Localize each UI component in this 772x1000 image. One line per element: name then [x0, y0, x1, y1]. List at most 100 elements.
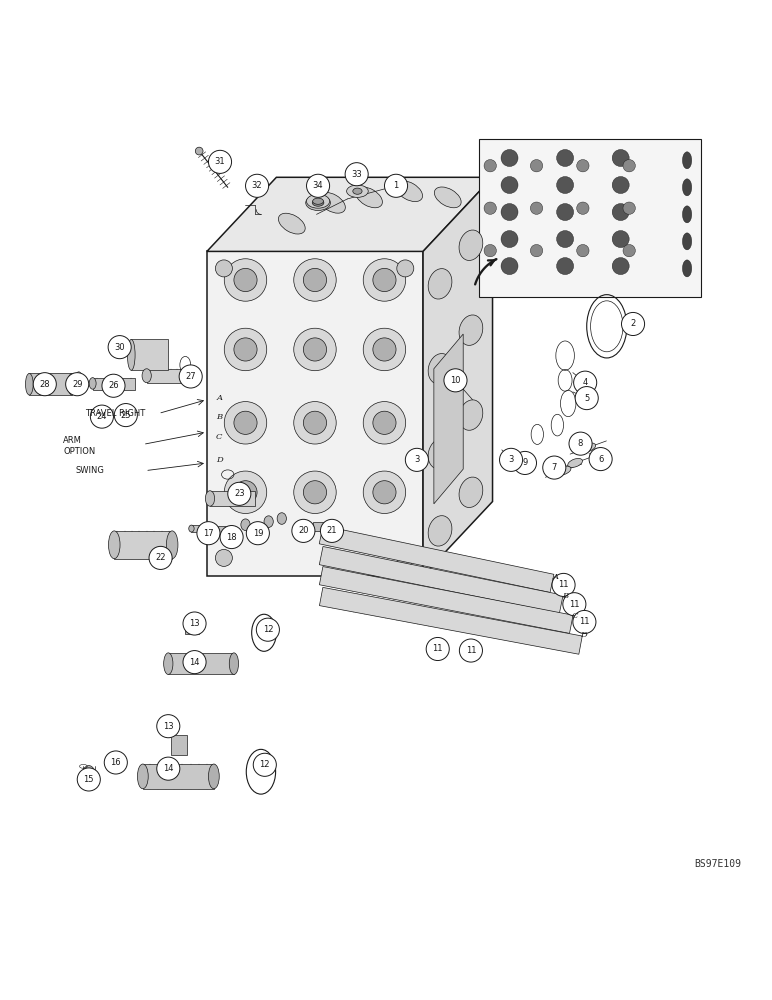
Ellipse shape — [215, 549, 232, 566]
Ellipse shape — [303, 481, 327, 504]
Ellipse shape — [363, 328, 406, 371]
Circle shape — [623, 202, 635, 214]
Ellipse shape — [581, 443, 596, 452]
Text: 27: 27 — [185, 372, 196, 381]
Ellipse shape — [224, 471, 267, 514]
Circle shape — [345, 163, 368, 186]
Circle shape — [104, 751, 127, 774]
Circle shape — [114, 404, 137, 427]
Text: 33: 33 — [351, 170, 362, 179]
Circle shape — [621, 312, 645, 336]
Text: 30: 30 — [114, 343, 125, 352]
Circle shape — [306, 174, 330, 197]
Circle shape — [557, 177, 574, 194]
Bar — [147, 369, 195, 383]
Circle shape — [246, 522, 269, 545]
Circle shape — [501, 150, 518, 166]
Ellipse shape — [224, 328, 267, 371]
Circle shape — [513, 451, 537, 474]
Ellipse shape — [293, 471, 336, 514]
Ellipse shape — [68, 373, 76, 395]
Circle shape — [501, 258, 518, 275]
Text: 14: 14 — [189, 658, 200, 667]
Text: 26: 26 — [108, 381, 119, 390]
Text: 21: 21 — [327, 526, 337, 535]
Circle shape — [557, 204, 574, 221]
Text: 7: 7 — [552, 463, 557, 472]
Text: 24: 24 — [96, 412, 107, 421]
Ellipse shape — [279, 213, 305, 234]
Polygon shape — [320, 547, 563, 613]
Text: A: A — [216, 394, 222, 402]
Bar — [114, 531, 172, 559]
Circle shape — [256, 618, 279, 641]
Text: 29: 29 — [72, 380, 83, 389]
Circle shape — [245, 174, 269, 197]
Polygon shape — [320, 526, 554, 592]
Bar — [29, 373, 72, 395]
Circle shape — [577, 244, 589, 257]
Circle shape — [573, 610, 596, 634]
Text: 14: 14 — [163, 764, 174, 773]
Polygon shape — [434, 334, 463, 504]
Text: 31: 31 — [215, 157, 225, 166]
Circle shape — [149, 546, 172, 569]
Circle shape — [575, 387, 598, 410]
Text: 9: 9 — [523, 458, 527, 467]
Ellipse shape — [205, 491, 215, 506]
Circle shape — [444, 369, 467, 392]
Text: 23: 23 — [234, 489, 245, 498]
Ellipse shape — [241, 519, 250, 530]
Ellipse shape — [428, 269, 452, 299]
Ellipse shape — [188, 525, 194, 532]
Ellipse shape — [567, 458, 583, 467]
Text: 22: 22 — [155, 553, 166, 562]
Text: D: D — [216, 456, 222, 464]
Ellipse shape — [396, 181, 422, 202]
Text: 5: 5 — [584, 394, 589, 403]
Circle shape — [384, 174, 408, 197]
Ellipse shape — [293, 402, 336, 444]
Circle shape — [108, 336, 131, 359]
Ellipse shape — [234, 481, 257, 504]
Text: D: D — [581, 631, 587, 639]
Text: 17: 17 — [203, 529, 214, 538]
Text: 18: 18 — [226, 533, 237, 542]
Ellipse shape — [224, 402, 267, 444]
Circle shape — [183, 651, 206, 674]
Circle shape — [574, 371, 597, 394]
Ellipse shape — [306, 195, 330, 211]
Circle shape — [208, 150, 232, 173]
Ellipse shape — [89, 378, 96, 389]
Circle shape — [426, 637, 449, 661]
Text: BS97E109: BS97E109 — [694, 859, 741, 869]
Ellipse shape — [303, 338, 327, 361]
Circle shape — [577, 160, 589, 172]
Circle shape — [102, 374, 125, 397]
Circle shape — [183, 612, 206, 635]
Bar — [313, 522, 327, 531]
Text: 13: 13 — [163, 722, 174, 731]
Ellipse shape — [127, 339, 135, 370]
Bar — [218, 526, 235, 534]
Circle shape — [179, 365, 202, 388]
Circle shape — [543, 456, 566, 479]
Bar — [168, 653, 234, 674]
Text: 4: 4 — [583, 378, 587, 387]
Ellipse shape — [353, 188, 362, 194]
Text: 3: 3 — [415, 455, 419, 464]
Circle shape — [484, 160, 496, 172]
Ellipse shape — [319, 192, 345, 213]
Text: 11: 11 — [579, 617, 590, 626]
Ellipse shape — [293, 328, 336, 371]
Circle shape — [77, 768, 100, 791]
Ellipse shape — [356, 187, 382, 208]
Ellipse shape — [373, 411, 396, 434]
Ellipse shape — [682, 179, 692, 196]
Circle shape — [623, 160, 635, 172]
Ellipse shape — [264, 516, 273, 527]
Text: ARM
OPTION: ARM OPTION — [63, 436, 96, 456]
Circle shape — [501, 177, 518, 194]
Ellipse shape — [234, 411, 257, 434]
Circle shape — [589, 448, 612, 471]
